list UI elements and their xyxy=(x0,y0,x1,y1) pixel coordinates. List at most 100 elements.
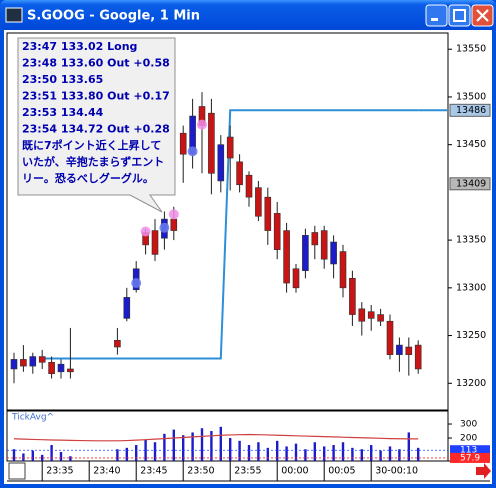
tick-bar xyxy=(398,449,401,461)
candle-body xyxy=(414,344,422,370)
candle-body xyxy=(245,174,253,198)
signal-marker xyxy=(159,222,170,233)
indicator-name: TickAvg^ xyxy=(11,413,54,423)
candle-body xyxy=(48,361,55,375)
window-title: S.GOOG - Google, 1 Min xyxy=(27,9,200,24)
signal-marker xyxy=(187,146,198,157)
tick-bar xyxy=(323,446,326,461)
tick-bar xyxy=(125,447,128,461)
signal-marker xyxy=(131,278,142,289)
y-tick-label: 13250 xyxy=(456,330,486,341)
y-tick-label: 13300 xyxy=(456,282,486,293)
tick-bar xyxy=(229,438,232,461)
candle-body xyxy=(283,230,290,284)
y-tick-label: 13350 xyxy=(456,235,486,246)
signal-marker xyxy=(168,209,179,220)
candle-body xyxy=(367,311,375,319)
x-tick-label: 00:05 xyxy=(328,466,355,477)
annotation-line: リー。恐るべしグーグル。 xyxy=(22,171,154,185)
candle-body xyxy=(264,196,272,231)
candle-body xyxy=(339,251,347,289)
annotation-line: 既に7ポイント近く上昇して xyxy=(22,138,161,152)
price-highlight-label: 13409 xyxy=(456,178,486,189)
tick-bar xyxy=(50,445,53,461)
indicator-highlight-label: 57.9 xyxy=(460,453,480,463)
candle-body xyxy=(330,241,337,265)
tick-bar xyxy=(12,449,16,461)
annotation-line: 23:54 134.72 Out +0.28 xyxy=(22,123,170,136)
y-tick-label: 13550 xyxy=(456,44,486,55)
tick-bar xyxy=(135,445,138,461)
candle-body xyxy=(123,297,131,319)
tick-bar xyxy=(182,435,185,461)
x-tick-label: 00:00 xyxy=(281,466,308,477)
tick-bar xyxy=(31,450,34,461)
candle-body xyxy=(20,359,27,367)
candle-body xyxy=(236,161,243,186)
tick-bar xyxy=(332,445,335,461)
app-icon xyxy=(5,7,23,23)
candle-body xyxy=(10,359,18,370)
title-bar xyxy=(0,0,496,30)
x-tick-label: 23:45 xyxy=(140,466,167,477)
scroll-box[interactable] xyxy=(8,462,26,480)
tick-bar xyxy=(388,446,392,461)
candle-body xyxy=(292,268,300,289)
tick-bar xyxy=(163,433,166,461)
main-plot-frame xyxy=(6,32,449,411)
indicator-highlight-box xyxy=(450,452,490,463)
minimize-button[interactable] xyxy=(425,4,448,27)
candle-body xyxy=(311,232,319,246)
maximize-button[interactable] xyxy=(448,4,471,27)
candle-body xyxy=(396,344,403,355)
indicator-highlight-box xyxy=(450,445,490,456)
tick-bar xyxy=(360,449,363,461)
step-line xyxy=(42,109,419,360)
annotation-line: 23:51 133.80 Out +0.17 xyxy=(22,90,170,103)
tick-bar xyxy=(69,456,72,461)
candle-body xyxy=(349,277,356,315)
candle-body xyxy=(358,308,366,322)
tick-bar xyxy=(276,440,279,461)
close-button[interactable] xyxy=(471,4,494,27)
tick-bar xyxy=(238,440,241,461)
candle-body xyxy=(377,314,384,322)
annotation-line: 23:53 134.44 xyxy=(22,106,104,119)
price-highlight-box xyxy=(449,103,491,117)
annotation-line: いたが、辛抱たまらずエント xyxy=(22,155,164,169)
y-tick-label: 13200 xyxy=(456,378,486,389)
tick-bar xyxy=(200,428,204,461)
tick-bar xyxy=(417,447,420,461)
callout-box xyxy=(17,37,176,213)
scroll-right-arrow[interactable] xyxy=(476,463,491,479)
indicator-tick-label: 300 xyxy=(460,420,477,430)
annotation-callout: 23:47 133.02 Long 23:48 133.60 Out +0.58 2… xyxy=(17,37,176,213)
tick-bar xyxy=(210,431,213,461)
candle-body xyxy=(405,346,413,355)
tick-bar xyxy=(153,442,157,461)
candle-body xyxy=(217,144,225,182)
candle-body xyxy=(38,356,46,363)
y-tick-label: 13450 xyxy=(456,139,486,150)
price-highlight-label: 13486 xyxy=(456,105,486,116)
tick-bar xyxy=(341,442,345,461)
candle-body xyxy=(57,363,65,373)
x-tick-label: 30-00:10 xyxy=(375,466,418,477)
tick-bar xyxy=(285,446,288,461)
price-highlight-box xyxy=(449,177,491,191)
indicator-highlight-label: 113 xyxy=(460,446,477,456)
candle-body xyxy=(170,218,178,231)
tick-bar xyxy=(370,445,373,461)
candle-body xyxy=(386,320,394,355)
tick-bar xyxy=(304,449,307,461)
tick-bar xyxy=(59,452,63,461)
candle-body xyxy=(208,112,215,174)
x-tick-label: 23:35 xyxy=(46,466,73,477)
candle-body xyxy=(226,136,234,159)
tick-bar xyxy=(116,449,119,461)
annotation-line: 23:50 133.65 xyxy=(22,73,103,86)
candle-body xyxy=(114,340,121,348)
signal-marker xyxy=(197,119,207,130)
